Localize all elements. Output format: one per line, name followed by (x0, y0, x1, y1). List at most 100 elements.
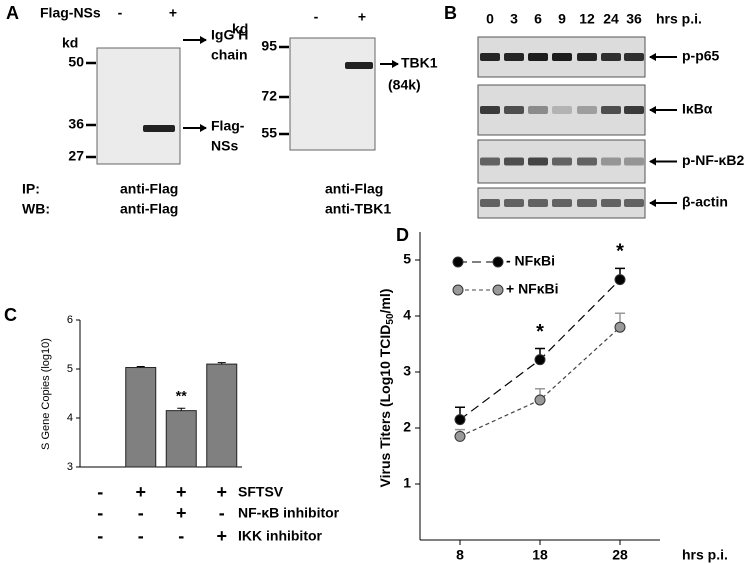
lane-label: 3 (510, 11, 518, 27)
marker-label: 95 (261, 38, 277, 54)
error-bar (136, 366, 145, 368)
antibody: anti-Flag (325, 181, 383, 197)
point (454, 414, 466, 426)
condition-sign: + (216, 482, 227, 502)
lane-label: 9 (558, 11, 566, 27)
y-tick-label: 4 (67, 412, 73, 424)
series-line (459, 326, 621, 437)
legend-marker (452, 284, 464, 296)
band (528, 157, 548, 166)
point (534, 354, 546, 366)
band-label: IgG H (211, 27, 248, 43)
unit-label: kd (232, 21, 248, 37)
band (528, 106, 548, 114)
legend-marker (492, 256, 504, 268)
band (624, 199, 644, 207)
y-tick-label: 5 (403, 251, 411, 267)
y-tick-label: 5 (67, 363, 73, 375)
band (504, 199, 524, 207)
band (624, 157, 644, 166)
lane-label: 24 (603, 11, 619, 27)
x-axis-label: hrs p.i. (682, 547, 728, 563)
band (577, 199, 597, 207)
condition-sign: - (138, 526, 144, 546)
row-label: p-p65 (682, 48, 720, 64)
band (601, 106, 621, 114)
y-axis-label-part: /ml) (377, 289, 393, 314)
y-tick-label: 2 (403, 419, 411, 435)
band (504, 53, 524, 61)
band (480, 53, 500, 61)
band (601, 53, 621, 61)
condition-sign: - (97, 503, 103, 523)
y-tick-label: 6 (67, 314, 73, 326)
x-tick-label: 18 (532, 547, 548, 563)
x-tick-label: 28 (612, 547, 628, 563)
legend-marker (452, 256, 464, 268)
band (552, 157, 572, 166)
panel-letter: D (396, 225, 409, 245)
error-bar (217, 362, 226, 365)
band-label: TBK1 (401, 55, 438, 71)
band (577, 53, 597, 61)
marker-label: 55 (261, 125, 277, 141)
bar (165, 410, 197, 468)
lane-label: - (118, 5, 123, 21)
lane-label: 6 (534, 11, 542, 27)
band-label: (84k) (388, 77, 421, 93)
band (624, 53, 644, 61)
lane-label: + (169, 5, 177, 21)
condition-sign: + (135, 482, 146, 502)
band (528, 199, 548, 207)
antibody: anti-Flag (120, 201, 178, 217)
band-label: chain (211, 47, 248, 63)
x-tick-label: 8 (456, 547, 464, 563)
lane-header: Flag-NSs (40, 5, 101, 21)
significance: * (536, 321, 544, 343)
y-axis-label: S Gene Copies (log10) (40, 338, 52, 450)
band-label: NSs (211, 138, 238, 154)
marker-label: 36 (68, 116, 84, 132)
band (143, 125, 175, 132)
condition-sign: - (97, 482, 103, 502)
time-unit: hrs p.i. (656, 11, 702, 27)
point (534, 394, 546, 406)
legend-marker (492, 284, 504, 296)
condition-name: IKK inhibitor (238, 528, 323, 544)
lane-label: + (358, 9, 366, 25)
band (504, 106, 524, 114)
significance: * (616, 241, 624, 263)
blot (96, 47, 181, 165)
band (528, 53, 548, 61)
marker-label: 72 (261, 88, 277, 104)
band-label: Flag- (211, 118, 245, 134)
blot (289, 37, 376, 151)
point (454, 430, 466, 442)
row-label: β-actin (682, 194, 728, 210)
lane-label: 12 (579, 11, 595, 27)
condition-sign: + (176, 503, 187, 523)
condition-sign: - (178, 526, 184, 546)
antibody: anti-TBK1 (325, 201, 391, 217)
marker-label: 27 (68, 148, 84, 164)
band (480, 157, 500, 166)
band (552, 53, 572, 61)
condition-sign: - (138, 503, 144, 523)
point (614, 274, 626, 286)
condition-sign: + (176, 482, 187, 502)
band (577, 106, 597, 114)
lane-label: 0 (486, 11, 494, 27)
lane-label: - (314, 9, 319, 25)
antibody: anti-Flag (120, 181, 178, 197)
ip-label: IP: (22, 181, 40, 197)
marker-label: 50 (68, 54, 84, 70)
row-label: p-NF-κB2 (682, 152, 744, 168)
band (504, 157, 524, 166)
condition-sign: + (216, 526, 227, 546)
band (624, 106, 644, 114)
band (552, 199, 572, 207)
y-axis-label: Virus Titers (Log10 TCID50/ml) (377, 289, 396, 488)
condition-sign: - (97, 526, 103, 546)
point (614, 321, 626, 333)
